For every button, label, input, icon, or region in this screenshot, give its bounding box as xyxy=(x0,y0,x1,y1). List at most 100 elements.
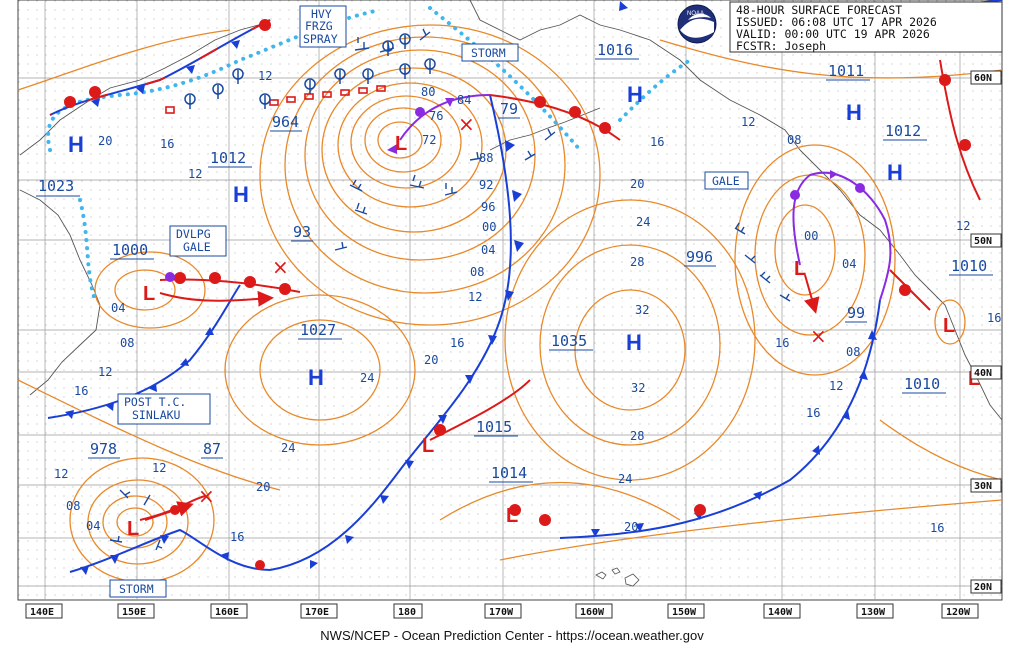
svg-text:00: 00 xyxy=(482,220,496,234)
svg-text:16: 16 xyxy=(775,336,789,350)
svg-text:20: 20 xyxy=(630,177,644,191)
pressure-964: 964 xyxy=(272,113,299,131)
svg-text:08: 08 xyxy=(470,265,484,279)
svg-text:STORM: STORM xyxy=(471,46,506,60)
svg-text:30N: 30N xyxy=(974,481,992,492)
isobar-labels: 20 16 12 12 80 84 76 72 88 92 96 00 04 0… xyxy=(54,69,1001,544)
svg-text:72: 72 xyxy=(422,133,436,147)
high-symbol: H xyxy=(627,82,643,107)
svg-text:160W: 160W xyxy=(580,607,605,618)
svg-text:GALE: GALE xyxy=(712,174,740,188)
svg-text:SPRAY: SPRAY xyxy=(303,32,338,46)
svg-text:24: 24 xyxy=(281,441,295,455)
pressure-87: 87 xyxy=(203,440,221,458)
warm-front-semicircles xyxy=(64,19,971,570)
pressure-1023: 1023 xyxy=(38,177,74,195)
svg-text:04: 04 xyxy=(111,301,125,315)
svg-text:12: 12 xyxy=(188,167,202,181)
pressure-1016: 1016 xyxy=(597,41,633,59)
low-symbol: L xyxy=(506,505,518,527)
pressure-1010-a: 1010 xyxy=(951,257,987,275)
cross-mark: × xyxy=(272,255,289,279)
pressure-1010-b: 1010 xyxy=(904,375,940,393)
footer-credit: NWS/NCEP - Ocean Prediction Center - htt… xyxy=(320,628,704,643)
svg-text:04: 04 xyxy=(86,519,100,533)
svg-text:POST T.C.: POST T.C. xyxy=(124,395,186,409)
svg-text:GALE: GALE xyxy=(183,240,211,254)
svg-text:12: 12 xyxy=(54,467,68,481)
wind-barbs xyxy=(109,28,791,551)
svg-text:04: 04 xyxy=(481,243,495,257)
label-storm-sw: STORM xyxy=(109,579,167,598)
svg-text:120W: 120W xyxy=(946,607,971,618)
warm-front-nw xyxy=(49,19,271,116)
label-gale-east: GALE xyxy=(704,171,749,190)
svg-text:16: 16 xyxy=(230,530,244,544)
low-cross-marks: × × × × xyxy=(198,112,827,508)
svg-text:28: 28 xyxy=(630,429,644,443)
pressure-1000: 1000 xyxy=(112,241,148,259)
alaska-coast xyxy=(469,0,801,151)
svg-text:12: 12 xyxy=(152,461,166,475)
high-symbol: H xyxy=(233,182,249,207)
svg-text:12: 12 xyxy=(468,290,482,304)
high-symbol: H xyxy=(308,365,324,390)
pressure-1015: 1015 xyxy=(476,418,512,436)
label-storm-north: STORM xyxy=(461,43,519,62)
header-issued: ISSUED: 06:08 UTC 17 APR 2026 xyxy=(736,15,937,29)
svg-text:08: 08 xyxy=(787,133,801,147)
pressure-underlines xyxy=(36,58,993,483)
cold-front-central xyxy=(269,94,512,571)
svg-text:170E: 170E xyxy=(305,607,329,618)
svg-text:16: 16 xyxy=(806,406,820,420)
svg-text:08: 08 xyxy=(66,499,80,513)
label-hvy-frzg-spray: HVY FRZG SPRAY xyxy=(299,5,347,48)
noaa-logo-text: NOAA xyxy=(687,11,704,17)
svg-text:140E: 140E xyxy=(30,607,54,618)
svg-text:24: 24 xyxy=(618,472,632,486)
svg-text:12: 12 xyxy=(829,379,843,393)
cold-front-triangles xyxy=(65,1,988,575)
high-symbol: H xyxy=(887,160,903,185)
svg-text:16: 16 xyxy=(450,336,464,350)
svg-text:40N: 40N xyxy=(974,368,992,379)
svg-text:20: 20 xyxy=(424,353,438,367)
pressure-1035: 1035 xyxy=(551,332,587,350)
svg-text:16: 16 xyxy=(160,137,174,151)
svg-text:180: 180 xyxy=(398,607,416,618)
svg-text:84: 84 xyxy=(457,93,471,107)
svg-text:88: 88 xyxy=(479,151,493,165)
svg-text:08: 08 xyxy=(846,345,860,359)
low-symbol: L xyxy=(127,518,139,540)
svg-text:STORM: STORM xyxy=(119,582,154,596)
svg-text:12: 12 xyxy=(98,365,112,379)
svg-text:20N: 20N xyxy=(974,582,992,593)
noaa-logo: NOAA xyxy=(677,4,717,44)
svg-text:76: 76 xyxy=(429,109,443,123)
high-symbol: H xyxy=(68,132,84,157)
header-title: 48-HOUR SURFACE FORECAST xyxy=(736,3,902,17)
svg-text:SINLAKU: SINLAKU xyxy=(132,408,181,422)
svg-text:96: 96 xyxy=(481,200,495,214)
svg-text:50N: 50N xyxy=(974,236,992,247)
svg-text:32: 32 xyxy=(631,381,645,395)
pressure-1011: 1011 xyxy=(828,62,864,80)
forecast-header: NOAA 48-HOUR SURFACE FORECAST ISSUED: 06… xyxy=(677,1,1003,53)
svg-text:28: 28 xyxy=(630,255,644,269)
map-frame xyxy=(17,0,1003,601)
svg-text:170W: 170W xyxy=(489,607,514,618)
low-symbol: L xyxy=(943,315,955,337)
cross-mark: × xyxy=(458,112,475,136)
latitude-labels: 60N 50N 40N 30N 20N xyxy=(970,70,1002,594)
svg-text:08: 08 xyxy=(120,336,134,350)
pressure-1014: 1014 xyxy=(491,464,527,482)
warning-labels: HVY FRZG SPRAY STORM DVLPG GALE GALE POS… xyxy=(109,5,749,598)
svg-text:24: 24 xyxy=(360,371,374,385)
occluded-fronts xyxy=(399,94,892,301)
header-forecaster: FCSTR: Joseph xyxy=(736,39,826,53)
svg-text:92: 92 xyxy=(479,178,493,192)
svg-text:HVY: HVY xyxy=(311,7,332,21)
high-symbol: H xyxy=(846,100,862,125)
low-symbol: L xyxy=(794,258,806,280)
